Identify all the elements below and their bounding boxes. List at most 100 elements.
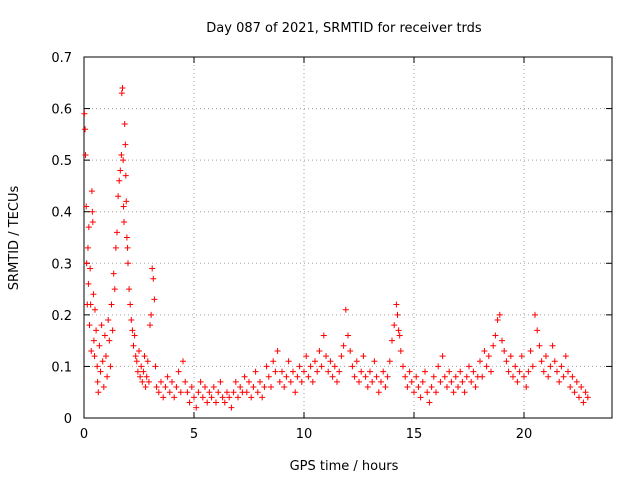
data-point — [182, 378, 189, 385]
data-point — [290, 368, 296, 375]
data-point — [463, 373, 470, 380]
data-point — [393, 301, 400, 308]
data-point — [118, 90, 125, 97]
data-point — [455, 384, 461, 391]
data-point — [402, 373, 409, 380]
data-point — [175, 368, 182, 375]
data-point — [130, 342, 137, 349]
data-point — [195, 389, 202, 396]
data-point — [459, 378, 466, 385]
y-tick-label: 0.4 — [51, 206, 72, 221]
data-point — [461, 389, 468, 396]
data-point — [221, 399, 228, 406]
data-point — [573, 378, 580, 385]
data-point — [235, 394, 241, 401]
data-point — [501, 347, 508, 354]
data-point — [545, 373, 552, 380]
data-point — [243, 389, 250, 396]
data-point — [384, 373, 391, 380]
data-point — [99, 358, 106, 365]
data-point — [391, 322, 398, 329]
data-point — [143, 373, 150, 380]
data-point — [516, 368, 523, 375]
data-point — [237, 384, 244, 391]
data-point — [184, 389, 191, 396]
data-point — [466, 363, 472, 370]
data-point — [580, 399, 587, 406]
data-point — [241, 373, 248, 380]
data-point — [108, 301, 115, 308]
data-point — [369, 378, 376, 385]
data-point — [98, 322, 105, 329]
data-point — [527, 347, 534, 354]
data-point — [85, 224, 92, 231]
data-point — [226, 394, 233, 401]
data-point — [85, 280, 92, 287]
data-point — [303, 353, 310, 360]
data-point — [551, 358, 558, 365]
x-tick-label: 5 — [190, 427, 198, 442]
data-point — [252, 368, 259, 375]
data-point — [406, 368, 413, 375]
data-point — [450, 389, 457, 396]
data-point — [422, 368, 428, 375]
data-point — [144, 358, 151, 365]
data-point — [158, 378, 164, 385]
data-point — [578, 384, 585, 391]
data-point — [121, 219, 128, 226]
data-point — [123, 198, 130, 205]
data-point — [92, 306, 98, 313]
data-point — [309, 378, 316, 385]
data-point — [394, 311, 401, 318]
data-point — [197, 378, 204, 385]
x-tick-label: 15 — [406, 427, 423, 442]
data-point — [437, 378, 444, 385]
data-point — [118, 151, 125, 158]
y-tick-label: 0.6 — [51, 103, 72, 118]
data-point — [367, 368, 373, 375]
data-point — [126, 286, 133, 293]
data-point — [411, 389, 417, 396]
data-point — [472, 384, 479, 391]
data-point — [435, 363, 442, 370]
data-point — [360, 353, 367, 360]
data-point — [340, 342, 347, 349]
data-point — [122, 172, 129, 179]
data-point — [428, 384, 435, 391]
data-point — [117, 167, 124, 174]
data-point — [141, 353, 148, 360]
data-point — [342, 306, 349, 313]
data-point — [268, 384, 274, 391]
data-point — [325, 368, 332, 375]
data-point — [81, 110, 88, 117]
data-point — [101, 332, 108, 339]
data-point — [152, 363, 159, 370]
data-point — [347, 347, 354, 354]
data-point — [261, 384, 268, 391]
data-point — [208, 394, 215, 401]
data-point — [114, 229, 120, 236]
data-point — [89, 208, 96, 215]
data-point — [124, 244, 131, 251]
data-point — [479, 373, 486, 380]
data-point — [413, 373, 420, 380]
data-point — [448, 378, 455, 385]
data-point — [87, 265, 94, 272]
data-point — [534, 327, 541, 334]
data-point — [88, 188, 95, 195]
data-point — [444, 384, 450, 391]
data-point — [171, 394, 178, 401]
data-point — [145, 378, 152, 385]
data-point — [127, 301, 134, 308]
data-point — [138, 363, 145, 370]
data-point — [316, 347, 323, 354]
data-point — [96, 342, 103, 349]
data-point — [219, 394, 226, 401]
data-point — [329, 373, 336, 380]
y-axis-title: SRMTID / TECUs — [7, 186, 22, 291]
data-point — [106, 337, 113, 344]
data-point — [477, 358, 483, 365]
data-point — [188, 384, 195, 391]
data-point — [191, 394, 197, 401]
